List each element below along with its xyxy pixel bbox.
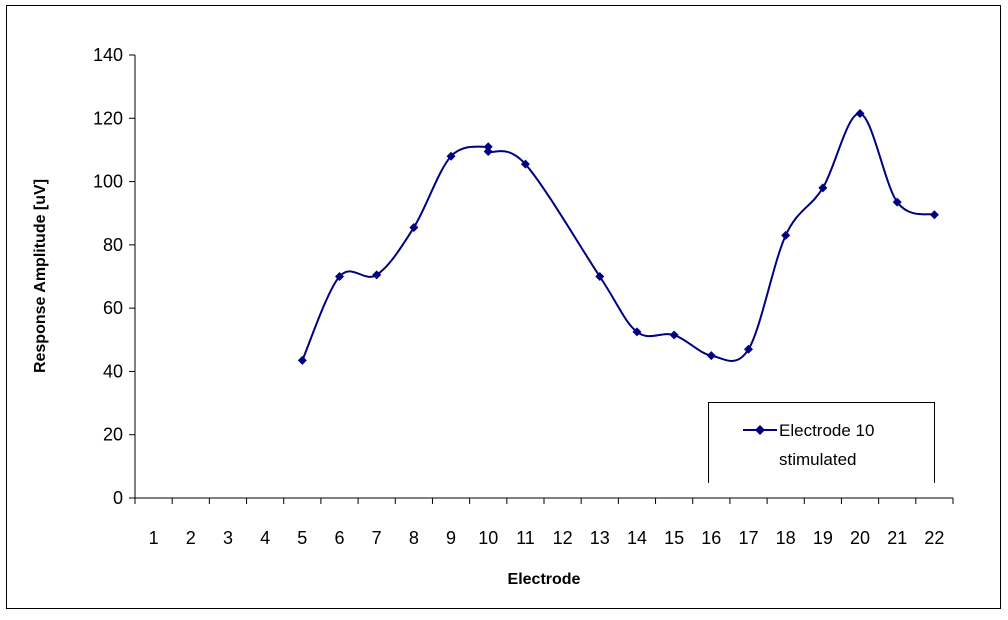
x-tick-label: 15: [664, 528, 684, 548]
y-tick-label: 120: [93, 108, 123, 128]
x-tick-label: 20: [850, 528, 870, 548]
data-point-marker: [372, 270, 382, 280]
x-tick-label: 21: [887, 528, 907, 548]
x-tick-label: 4: [260, 528, 270, 548]
y-tick-label: 0: [113, 488, 123, 508]
data-point-marker: [669, 330, 679, 340]
y-axis-ticks: 0 20 40 60 80 100 120 140: [93, 45, 135, 508]
x-tick-label: 11: [516, 528, 535, 548]
y-tick-label: 20: [103, 425, 123, 445]
y-tick-label: 140: [93, 45, 123, 65]
data-point-marker: [632, 327, 642, 337]
data-point-marker: [744, 344, 753, 354]
x-tick-label: 5: [297, 528, 307, 548]
chart-border: [6, 5, 1001, 609]
x-tick-label: 12: [553, 528, 573, 548]
x-axis-title: Electrode: [508, 571, 581, 588]
y-tick-label: 40: [103, 361, 123, 381]
x-tick-label: 19: [813, 528, 833, 548]
x-tick-label: 22: [924, 528, 944, 548]
data-point-marker: [706, 351, 716, 361]
data-point-marker: [520, 159, 530, 169]
data-point-marker: [781, 230, 791, 240]
legend: Electrode 10 stimulated: [708, 402, 935, 483]
x-axis-ticks: 1 2 3 4 5 6 7 8 9 10 11 12 13 14 15 16 17 18 19 20 21 22: [134, 498, 954, 548]
data-point-marker: [818, 183, 828, 193]
series-layer: [297, 109, 939, 365]
y-tick-label: 60: [103, 298, 123, 318]
y-tick-label: 80: [103, 235, 123, 255]
legend-label-line1: Electrode 10: [779, 421, 874, 440]
legend-label-line2: stimulated: [779, 450, 856, 469]
data-point-marker: [446, 151, 456, 161]
y-axis-title: Response Amplitude [uV]: [32, 179, 49, 373]
data-point-marker: [483, 142, 493, 152]
data-point-marker: [929, 210, 939, 220]
legend-swatch-marker: [755, 425, 765, 435]
data-point-marker: [483, 147, 493, 157]
x-tick-label: 8: [409, 528, 419, 548]
data-point-marker: [595, 272, 605, 281]
y-tick-label: 100: [93, 172, 123, 192]
x-tick-label: 17: [738, 528, 758, 548]
x-tick-label: 9: [446, 528, 456, 548]
x-tick-label: 2: [186, 528, 196, 548]
data-point-marker: [892, 197, 902, 207]
data-point-marker: [855, 109, 865, 119]
x-tick-label: 14: [627, 528, 647, 548]
x-tick-label: 7: [372, 528, 382, 548]
data-point-marker: [409, 222, 419, 232]
data-point-marker: [297, 355, 307, 365]
x-tick-label: 10: [478, 528, 498, 548]
x-tick-label: 1: [149, 528, 159, 548]
data-point-marker: [335, 272, 344, 281]
x-tick-label: 18: [776, 528, 796, 548]
x-tick-label: 3: [223, 528, 233, 548]
x-tick-label: 6: [334, 528, 344, 548]
x-tick-label: 16: [701, 528, 721, 548]
x-tick-label: 13: [590, 528, 610, 548]
